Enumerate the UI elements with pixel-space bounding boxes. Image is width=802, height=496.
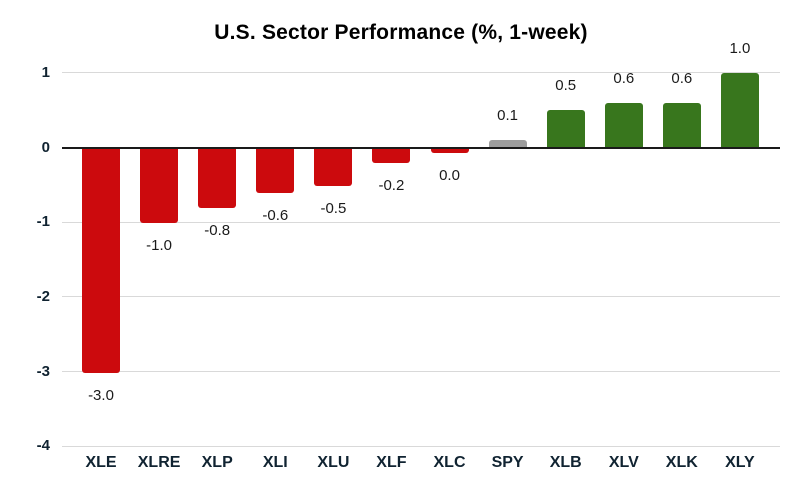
y-tick-label: -2: [36, 287, 50, 305]
chart-title: U.S. Sector Performance (%, 1-week): [214, 21, 588, 44]
gridline-y1: [62, 72, 780, 74]
bar-value-label: -1.0: [146, 237, 173, 255]
bar-xlre: [140, 148, 179, 224]
bar-value-label: -0.2: [378, 177, 405, 195]
y-tick-label: -1: [36, 213, 50, 231]
x-tick-label: XLU: [317, 454, 350, 471]
y-tick-label: 0: [41, 138, 50, 156]
x-tick-label: XLC: [433, 454, 466, 471]
bar-value-label: 0.5: [555, 77, 577, 95]
x-tick-label: XLI: [262, 454, 288, 471]
bar-xlv: [604, 102, 643, 148]
gridline-y-4: [62, 445, 780, 447]
bar-xlk: [662, 102, 701, 148]
bar-value-label: 0.1: [497, 107, 519, 124]
bar-xlp: [198, 148, 237, 209]
x-tick-label: SPY: [491, 454, 524, 471]
y-tick-label: 1: [41, 63, 50, 81]
bar-value-label: -0.6: [262, 207, 289, 225]
bar-value-label: 0.6: [613, 69, 635, 87]
x-tick-label: XLF: [376, 454, 407, 471]
x-tick-label: XLV: [608, 454, 639, 471]
x-tick-label: XLK: [665, 454, 698, 471]
bar-value-label: -0.5: [320, 199, 347, 217]
bar-xlc: [430, 148, 469, 153]
bar-spy: [488, 140, 527, 148]
x-tick-label: XLY: [725, 454, 755, 471]
gridline-y-1: [62, 221, 780, 223]
bar-value-label: 0.6: [671, 69, 693, 87]
x-tick-label: XLP: [201, 454, 233, 471]
bar-xlb: [546, 110, 585, 148]
x-tick-label: XLE: [85, 454, 117, 471]
zero-baseline: [62, 146, 780, 149]
bar-value-label: -3.0: [88, 386, 114, 404]
y-tick-label: -3: [36, 362, 50, 380]
bar-xlu: [314, 148, 353, 186]
bar-xli: [256, 148, 295, 194]
y-tick-label: -4: [36, 437, 50, 455]
x-tick-label: XLB: [549, 454, 582, 471]
gridline-y-3: [62, 371, 780, 373]
bar-xle: [82, 148, 120, 373]
gridline-y-2: [62, 296, 780, 298]
bar-value-label: 1.0: [729, 39, 751, 57]
bar-xly: [720, 72, 759, 148]
bar-value-label: 0.0: [439, 166, 460, 184]
bar-value-label: -0.8: [204, 222, 231, 240]
x-tick-label: XLRE: [137, 454, 181, 471]
bar-xlf: [372, 148, 411, 164]
